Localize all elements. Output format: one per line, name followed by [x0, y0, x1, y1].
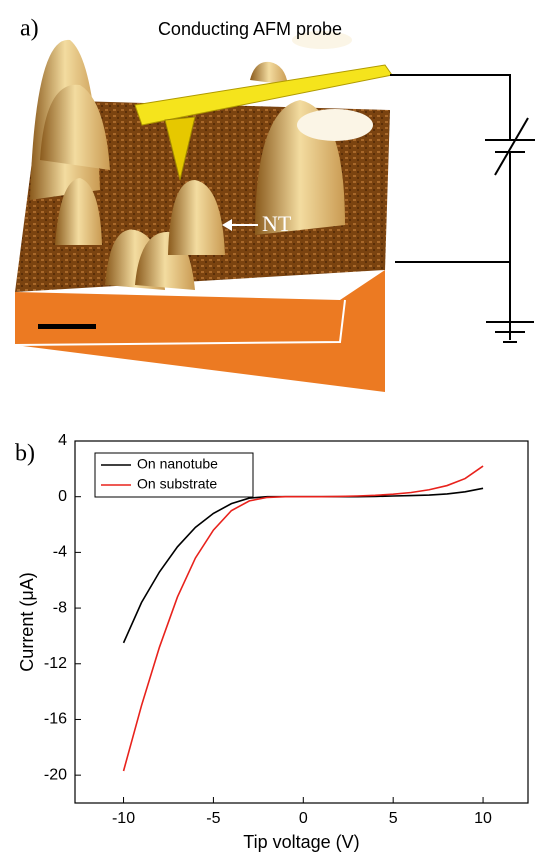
y-axis-label: Current (μA) [17, 572, 37, 671]
annotation: NT [262, 211, 292, 236]
y-tick-label: 0 [58, 488, 67, 505]
x-tick-label: -5 [206, 810, 220, 827]
x-tick-label: -10 [112, 810, 135, 827]
y-tick-label: -20 [44, 766, 67, 783]
x-tick-label: 10 [474, 810, 492, 827]
y-tick-label: 4 [58, 432, 67, 449]
circuit [390, 75, 535, 342]
series-line [124, 466, 484, 771]
y-tick-label: -4 [53, 544, 67, 561]
legend-label: On nanotube [137, 456, 218, 472]
pillar-top [297, 109, 373, 141]
y-tick-label: -12 [44, 655, 67, 672]
y-tick-label: -8 [53, 599, 67, 616]
y-tick-label: -16 [44, 711, 67, 728]
x-tick-label: 5 [389, 810, 398, 827]
series-line [124, 488, 484, 643]
scale-bar [38, 324, 96, 329]
panel-label: a) [20, 16, 39, 42]
chart: -10 -5 0 5 10 4 0 -4 -8 -12 -16 -20 Tip voltage (V) C… [17, 432, 528, 852]
x-tick-label: 0 [299, 810, 308, 827]
figure: a) Conducting AFM probe NT b) -10 -5 0 5 10 4… [0, 0, 537, 856]
x-axis-label: Tip voltage (V) [243, 832, 359, 852]
panel-title: Conducting AFM probe [158, 19, 342, 39]
legend-label: On substrate [137, 476, 217, 492]
panel-label: b) [15, 441, 35, 467]
